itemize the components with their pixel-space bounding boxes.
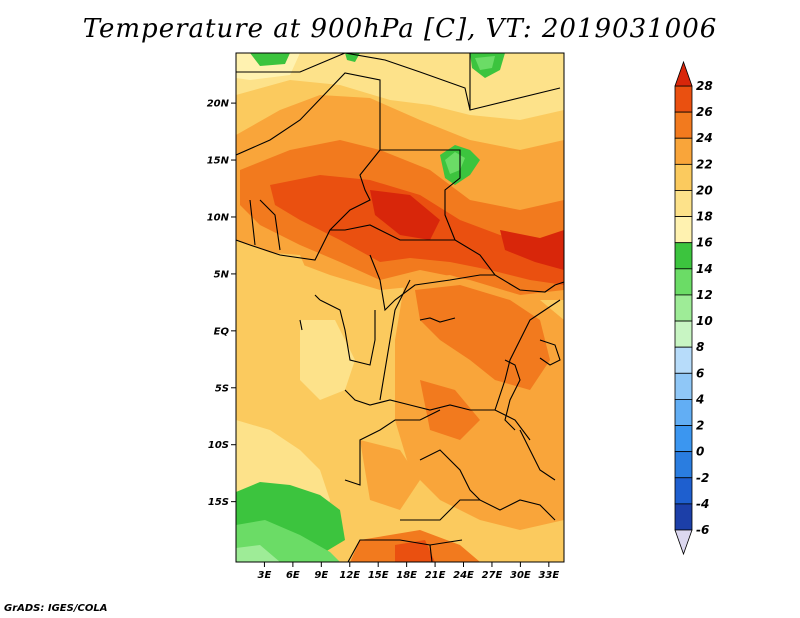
- colorbar-label: 8: [696, 340, 704, 354]
- colorbar-segment: [674, 268, 693, 296]
- colorbar-low-arrow: [674, 529, 693, 556]
- colorbar-label: 16: [696, 236, 713, 250]
- temperature-field: [236, 53, 564, 562]
- lon-tick-label: 24E: [453, 570, 474, 581]
- lon-tick-label: 9E: [314, 570, 328, 581]
- colorbar-label: 18: [696, 210, 713, 224]
- lon-tick-label: 6E: [286, 570, 300, 581]
- colorbar-segment: [674, 137, 693, 165]
- grads-credit: GrADS: IGES/COLA: [4, 603, 108, 614]
- colorbar-label: 0: [696, 445, 704, 459]
- colorbar-label: 20: [696, 183, 713, 197]
- lat-tick-label: 10S: [208, 440, 229, 451]
- colorbar-segment: [674, 399, 693, 426]
- lon-tick-label: 12E: [339, 570, 360, 581]
- colorbar-label: 12: [696, 288, 713, 302]
- colorbar-segment: [674, 346, 693, 374]
- lat-tick-label: 5N: [214, 269, 230, 280]
- colorbar-segment: [674, 503, 693, 531]
- lon-tick-label: 21E: [425, 570, 446, 581]
- lat-tick-label: 10N: [207, 212, 230, 223]
- lon-tick-label: 33E: [538, 570, 559, 581]
- colorbar-segment: [674, 477, 693, 505]
- lon-tick-label: 15E: [368, 570, 389, 581]
- lat-tick-label: EQ: [214, 326, 230, 337]
- lon-tick-label: 27E: [482, 570, 503, 581]
- lat-tick-label: 5S: [215, 383, 229, 394]
- colorbar-segment: [674, 451, 693, 479]
- colorbar-label: 28: [696, 79, 713, 93]
- colorbar-segment: [674, 294, 693, 322]
- colorbar-segment: [674, 85, 693, 113]
- longitude-axis: 3E 6E 9E 12E 15E 18E 21E 24E 27E 30E 33E: [258, 562, 559, 581]
- country-borders: [236, 53, 564, 562]
- colorbar-label: 24: [696, 131, 713, 145]
- lon-tick-label: 3E: [258, 570, 272, 581]
- colorbar-label: 14: [696, 262, 713, 276]
- colorbar-segment: [674, 425, 693, 453]
- latitude-axis: 20N 15N 10N 5N EQ 5S 10S 15S: [207, 99, 236, 508]
- colorbar-label: -6: [696, 523, 709, 537]
- colorbar-label: 26: [696, 105, 713, 119]
- colorbar-segment: [674, 190, 693, 217]
- lon-tick-label: 30E: [510, 570, 531, 581]
- colorbar-label: 10: [696, 314, 713, 328]
- colorbar-label: 22: [696, 157, 713, 171]
- lon-tick-label: 18E: [396, 570, 417, 581]
- lat-tick-label: 15N: [207, 156, 230, 167]
- colorbar-segment: [674, 320, 693, 348]
- map-title: Temperature at 900hPa [C], VT: 201903100…: [82, 14, 718, 44]
- colorbar-label: 4: [695, 392, 704, 406]
- colorbar-segment: [674, 216, 693, 244]
- colorbar-segment: [674, 111, 693, 139]
- colorbar-segment: [674, 242, 693, 270]
- colorbar-label: 2: [696, 419, 704, 433]
- colorbar-segment: [674, 372, 693, 400]
- map-frame: [235, 52, 565, 563]
- lat-tick-label: 20N: [207, 99, 230, 110]
- colorbar-label: 6: [696, 366, 704, 380]
- colorbar-high-arrow: [674, 60, 693, 87]
- colorbar-label: -2: [696, 471, 709, 485]
- colorbar-segment: [674, 163, 693, 191]
- colorbar-label: -4: [696, 497, 709, 511]
- lat-tick-label: 15S: [208, 497, 229, 508]
